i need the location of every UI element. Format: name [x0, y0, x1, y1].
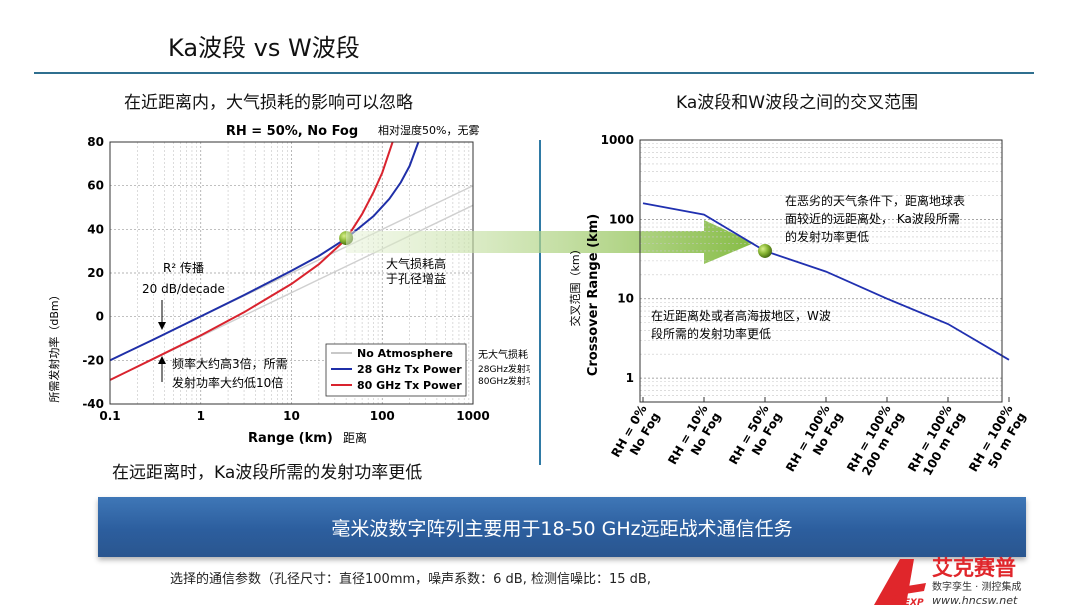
annotation-freq-2: 发射功率大约低10倍 [172, 375, 283, 390]
logo-mark-text: ACCEXP [883, 598, 924, 608]
legend-note-2: 28GHz发射功率 [478, 363, 530, 375]
chart-grid [640, 143, 1010, 403]
y-tick-label: 1000 [601, 133, 634, 147]
crossover-marker [758, 243, 772, 258]
summary-banner: 毫米波数字阵列主要用于18-50 GHz远距战术通信任务 [98, 497, 1026, 557]
x-tick-label: RH = 100%200 m Fog [844, 403, 906, 479]
banner-text: 毫米波数字阵列主要用于18-50 GHz远距战术通信任务 [331, 518, 793, 540]
annotation-atm-loss-2: 于孔径增益 [386, 272, 446, 286]
annotation-atm-loss-1: 大气损耗高 [386, 256, 446, 271]
y-tick-label: 1 [626, 371, 634, 385]
x-tick-label: RH = 0%No Fog [608, 403, 662, 460]
power-vs-range-chart: 0.1 1 10 100 1000 -40 -20 0 20 40 60 80 RH = 50%, N… [47, 123, 530, 446]
annotation-slope: 20 dB/decade [142, 282, 225, 296]
y-tick-label: -20 [82, 353, 104, 367]
series-line-80ghz [110, 142, 394, 381]
x-tick-label: RH = 100%No Fog [783, 403, 845, 475]
annotation-bad-weather-1: 在恶劣的天气条件下，距离地球表 [785, 193, 965, 208]
annotation-bad-weather-3: 的发射功率更低 [785, 229, 869, 244]
y-tick-label: 0 [96, 310, 104, 324]
crossover-series-line [642, 202, 1010, 361]
y-axis-label: 所需发射功率（dBm） [47, 289, 61, 402]
x-axis-label-cn: 距离 [343, 430, 367, 445]
bottom-left-caption: 在远距离时，Ka波段所需的发射功率更低 [112, 463, 423, 483]
up-arrowhead-icon [158, 356, 166, 364]
chart-legend: No Atmosphere 28 GHz Tx Power 80 GHz Tx … [325, 343, 467, 397]
legend-no-atmosphere: No Atmosphere [357, 347, 453, 360]
center-divider [539, 140, 541, 465]
left-caption: 在近距离内，大气损耗的影响可以忽略 [124, 93, 413, 113]
chart-title: RH = 50%, No Fog [226, 124, 358, 139]
y-tick-label: 80 [87, 135, 104, 149]
legend-note-3: 80GHz发射功率 [478, 375, 530, 387]
annotation-bad-weather-2: 面较近的远距离处， Ka波段所需 [785, 211, 960, 226]
plot-frame [639, 139, 1003, 403]
x-tick-label: 1000 [456, 409, 489, 423]
right-caption: Ka波段和W波段之间的交叉范围 [676, 93, 919, 113]
x-tick-label: RH = 50%No Fog [726, 403, 784, 468]
legend-note-1: 无大气损耗 [478, 348, 528, 361]
y-tick-label: 20 [87, 266, 104, 280]
y-axis-label: Crossover Range (km) [586, 214, 601, 376]
annotation-freq-1: 频率大约高3倍，所需 [172, 356, 288, 371]
x-tick-label: 10 [283, 409, 300, 423]
plot-frame [109, 141, 474, 405]
logo-tagline: 数字孪生 · 测控集成 [932, 580, 1022, 593]
logo-url: www.hncsw.net [932, 594, 1018, 607]
title-divider [34, 72, 1034, 74]
x-axis-label: Range (km) [248, 431, 333, 446]
annotation-r2: R² 传播 [163, 260, 204, 275]
chart-title-note: 相对湿度50%，无雾 [378, 123, 479, 137]
y-axis-label-cn: 交叉范围（km） [568, 243, 582, 326]
y-tick-label: 40 [87, 222, 104, 236]
x-tick-label: 1 [197, 409, 205, 423]
green-connector-arrow-icon [346, 220, 754, 264]
legend-80ghz: 80 GHz Tx Power [357, 379, 462, 392]
legend-28ghz: 28 GHz Tx Power [357, 363, 462, 376]
annotation-short-range-2: 段所需的发射功率更低 [651, 326, 771, 341]
x-tick-label: RH = 100%100 m Fog [905, 403, 967, 479]
y-tick-label: 60 [87, 179, 104, 193]
y-tick-label: 100 [609, 212, 634, 226]
down-arrowhead-icon [158, 322, 166, 330]
x-tick-label: RH = 100%50 m Fog [966, 403, 1028, 475]
y-tick-label: -40 [82, 397, 104, 411]
x-tick-label: 100 [370, 409, 395, 423]
y-tick-label: 10 [617, 292, 634, 306]
footnote: 选择的通信参数（孔径尺寸：直径100mm，噪声系数：6 dB, 检测信噪比：15… [170, 572, 651, 587]
annotation-short-range-1: 在近距离处或者高海拔地区，W波 [651, 308, 831, 323]
company-logo: ACCEXP 艾克赛普 数字孪生 · 测控集成 www.hncsw.net [874, 556, 1022, 608]
x-tick-label: RH = 10%No Fog [665, 403, 723, 468]
x-tick-label: 0.1 [99, 409, 120, 423]
series-line-28ghz [110, 142, 420, 362]
slide-title: Ka波段 vs W波段 [168, 34, 360, 62]
logo-name: 艾克赛普 [932, 556, 1016, 580]
